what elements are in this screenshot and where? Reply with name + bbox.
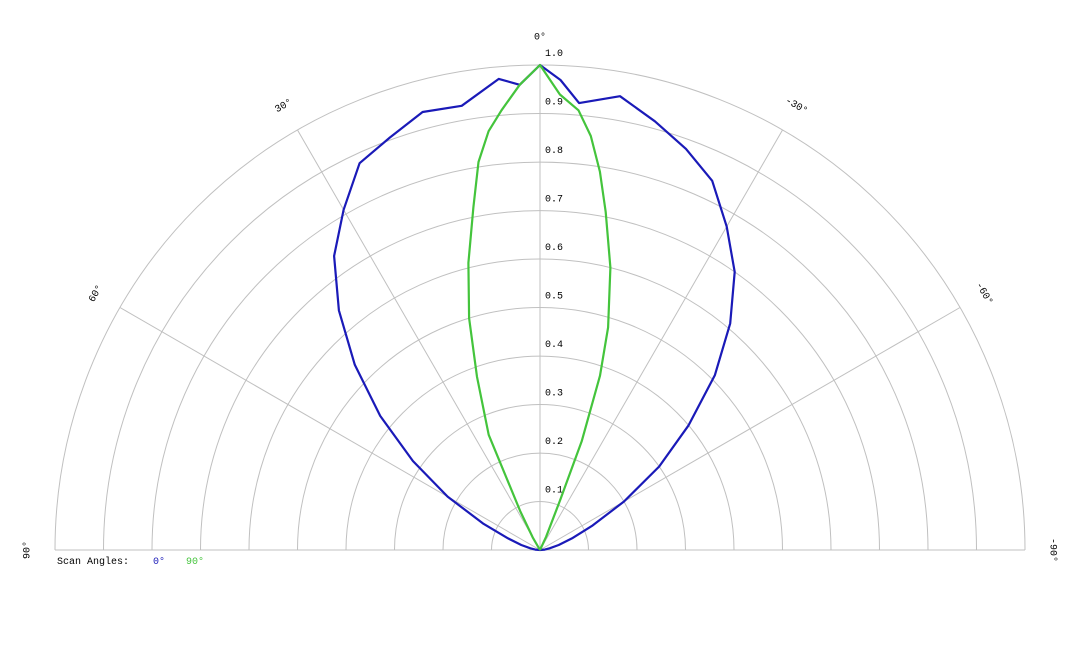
grid-spoke	[119, 307, 541, 551]
r-tick-label: 1.0	[545, 49, 563, 60]
angle-tick-label: 30°	[273, 97, 295, 116]
grid-spoke	[297, 129, 541, 551]
angle-tick-label: -90°	[1046, 538, 1058, 562]
r-tick-label: 0.7	[545, 195, 563, 206]
r-tick-label: 0.8	[545, 146, 563, 157]
angle-tick-label: -60°	[973, 280, 995, 307]
r-tick-label: 0.9	[545, 98, 563, 109]
grid-spoke	[539, 129, 783, 551]
grid-spoke	[539, 307, 961, 551]
legend-entry: 90°	[186, 556, 204, 568]
r-tick-label: 0.6	[545, 243, 563, 254]
angle-tick-label: 0°	[534, 32, 546, 44]
angle-tick-label: 60°	[87, 283, 106, 305]
r-tick-label: 0.3	[545, 389, 563, 400]
r-tick-label: 0.2	[545, 437, 563, 448]
r-tick-label: 0.5	[545, 292, 563, 303]
legend-title: Scan Angles:	[57, 556, 129, 568]
r-tick-label: 0.1	[545, 486, 563, 497]
legend-entry: 0°	[153, 556, 165, 568]
angle-tick-label: -30°	[783, 95, 810, 117]
angle-tick-label: 90°	[22, 541, 34, 559]
r-tick-label: 0.4	[545, 340, 563, 351]
series-line	[467, 63, 612, 551]
